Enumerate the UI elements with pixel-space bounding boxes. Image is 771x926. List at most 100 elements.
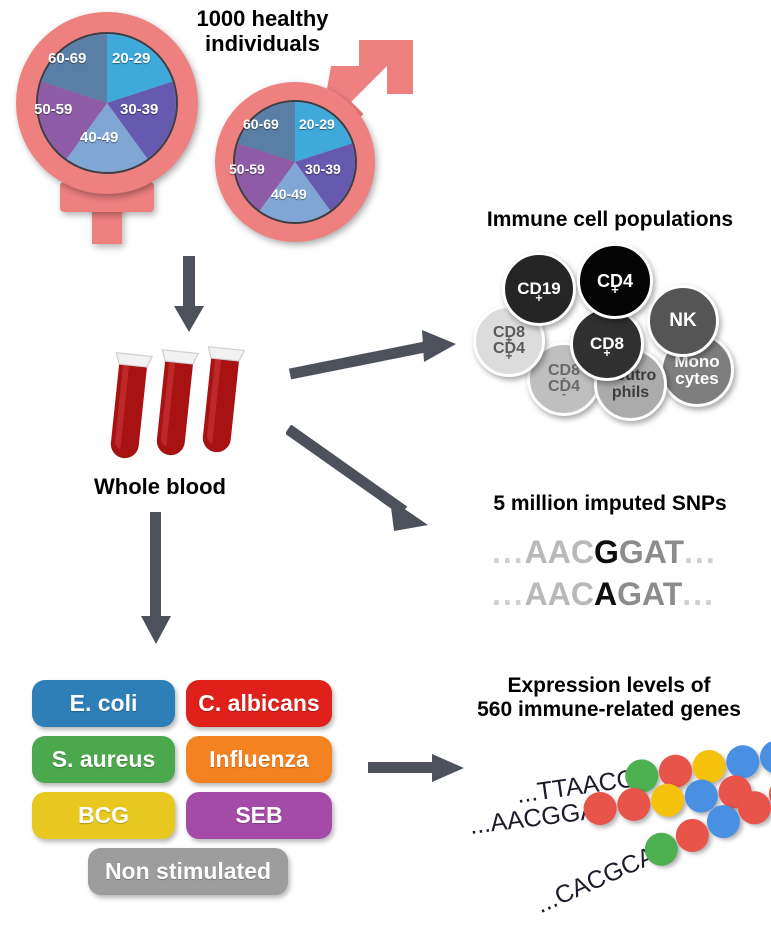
immune-cell-label: CD8 + xyxy=(492,323,525,347)
expression-title-line2: 560 immune-related genes xyxy=(477,697,741,721)
pie-slices-male xyxy=(235,102,355,222)
pie-slices-female xyxy=(38,34,176,172)
female-slice-label-30-39: 30-39 xyxy=(120,101,159,118)
male-slice-label-20-29: 20-29 xyxy=(299,116,335,132)
expression-bead xyxy=(615,785,653,823)
immune-cell-cd8[interactable]: CD8 + xyxy=(570,307,644,381)
female-slice-label-20-29: 20-29 xyxy=(112,50,151,67)
male-age-pie xyxy=(233,100,357,224)
expression-strand: ...TTAACGG xyxy=(514,735,771,816)
expression-sequence-text: ...TTAACGG xyxy=(514,761,658,809)
snp-suffix-dots: ... xyxy=(682,576,715,612)
expression-sequence-text: ...CACGCAA xyxy=(531,834,675,919)
expression-bead xyxy=(701,799,746,844)
pie-slice-60-69 xyxy=(237,102,295,162)
immune-cell-label: CD4- xyxy=(547,378,580,402)
pie-slice-30-39 xyxy=(295,143,355,211)
blood-tube xyxy=(100,346,157,473)
female-pie-svg xyxy=(38,34,176,172)
female-slice-label-60-69: 60-69 xyxy=(48,50,87,67)
snp-sequence-row: ...AACGGAT... xyxy=(492,534,717,571)
female-age-pie xyxy=(36,32,178,174)
snp-variant-base: A xyxy=(594,576,618,612)
stimulus-label: E. coli xyxy=(69,690,138,716)
immune-cell-cd19[interactable]: CD19 + xyxy=(502,252,576,326)
immune-cell-cd4[interactable]: CD4 + xyxy=(577,243,653,319)
immune-cell-label: CD19 + xyxy=(517,279,561,305)
immune-cell-label: cytes xyxy=(675,369,719,388)
stimulus-label: Influenza xyxy=(209,746,309,772)
arrow-down-cohort-to-blood xyxy=(172,256,206,334)
immune-cell-label: CD8 + xyxy=(589,334,624,360)
expression-bead xyxy=(639,827,684,872)
pie-slice-20-29 xyxy=(107,34,173,103)
expression-bead xyxy=(732,786,771,830)
female-slice-label-40-49: 40-49 xyxy=(80,129,119,146)
whole-blood-label: Whole blood xyxy=(94,474,226,499)
immune-cell-cluster: CD19 + CD4 + NK CD8 + CD8 + CD4 + CD8- CD4- Neu… xyxy=(0,0,771,440)
blood-tube xyxy=(192,340,249,467)
stimuli-panel: E. coli C. albicans S. aureus Influenza … xyxy=(32,680,332,895)
expression-bead xyxy=(670,813,715,858)
snps-title: 5 million imputed SNPs xyxy=(493,492,727,515)
stimulus-e-coli[interactable]: E. coli xyxy=(32,680,175,727)
arrow-blood-to-snps xyxy=(284,424,446,545)
blood-tube-svg xyxy=(110,352,154,459)
pie-slice-50-59 xyxy=(38,81,107,159)
page-title-line1: 1000 healthy xyxy=(196,6,329,31)
arrow-down-blood-to-stimuli xyxy=(136,512,176,646)
pie-slice-50-59 xyxy=(235,143,295,211)
immune-cell-label: CD4 + xyxy=(596,270,633,298)
arrow-stimuli-to-expression xyxy=(368,750,468,790)
expression-bead xyxy=(763,772,771,816)
expression-bead xyxy=(724,743,762,781)
expression-title-line1: Expression levels of xyxy=(507,674,711,697)
arrow-blood-to-immune-cells xyxy=(288,330,460,382)
expression-bead xyxy=(682,777,720,815)
snp-post-bases: GAT xyxy=(618,534,685,570)
stimulus-seb[interactable]: SEB xyxy=(186,792,332,839)
page-title: 1000 healthy individuals xyxy=(160,6,365,56)
stimulus-label: C. albicans xyxy=(198,690,320,716)
stimulus-label: S. aureus xyxy=(51,746,156,772)
snp-suffix-dots: ... xyxy=(684,534,717,570)
snp-variant-base: G xyxy=(594,534,619,570)
snp-pre-bases: AAC xyxy=(524,576,594,612)
pie-slice-40-49 xyxy=(66,103,148,172)
stimulus-label: BCG xyxy=(77,802,130,828)
expression-sequence-text: ...AACGGAT xyxy=(468,794,612,840)
stimulus-influenza[interactable]: Influenza xyxy=(186,736,332,783)
pie-slice-60-69 xyxy=(41,34,107,103)
expression-bead xyxy=(716,773,754,811)
stimulus-label: Non stimulated xyxy=(104,858,272,884)
snp-sequence-row: ...AACAGAT... xyxy=(492,576,715,613)
expression-strand: ...CACGCAA xyxy=(530,768,771,926)
expression-bead xyxy=(690,747,728,786)
expression-strand: ...AACGGAT xyxy=(468,772,771,848)
snp-pre-bases: AAC xyxy=(524,534,594,570)
expression-bead xyxy=(623,757,661,795)
male-slice-label-60-69: 60-69 xyxy=(243,116,279,132)
female-slice-label-50-59: 50-59 xyxy=(34,101,73,118)
whole-blood-group xyxy=(96,340,266,470)
immune-cell-label: phils xyxy=(611,383,650,401)
stimulus-c-albicans[interactable]: C. albicans xyxy=(186,680,332,727)
male-slice-label-40-49: 40-49 xyxy=(271,186,307,202)
snp-prefix-dots: ... xyxy=(492,534,525,570)
male-slice-label-30-39: 30-39 xyxy=(305,161,341,177)
male-pie-svg xyxy=(235,102,355,222)
immune-cell-label: CD4 + xyxy=(492,340,525,364)
stimulus-s-aureus[interactable]: S. aureus xyxy=(32,736,175,783)
stimulus-non-stimulated[interactable]: Non stimulated xyxy=(88,848,288,895)
expression-bead xyxy=(581,790,619,827)
immune-cell-populations-title: Immune cell populations xyxy=(486,208,734,231)
immune-cell-label: CD8- xyxy=(547,361,580,385)
immune-cell-nk[interactable]: NK xyxy=(647,285,719,357)
expression-title: Expression levels of 560 immune-related … xyxy=(448,674,770,722)
pie-slice-20-29 xyxy=(295,102,353,162)
male-slice-label-50-59: 50-59 xyxy=(229,161,265,177)
stimulus-bcg[interactable]: BCG xyxy=(32,792,175,839)
stimulus-label: SEB xyxy=(235,802,283,828)
female-symbol-group: 60-69 20-29 30-39 40-49 50-59 xyxy=(8,8,223,244)
pie-slice-30-39 xyxy=(107,81,176,159)
